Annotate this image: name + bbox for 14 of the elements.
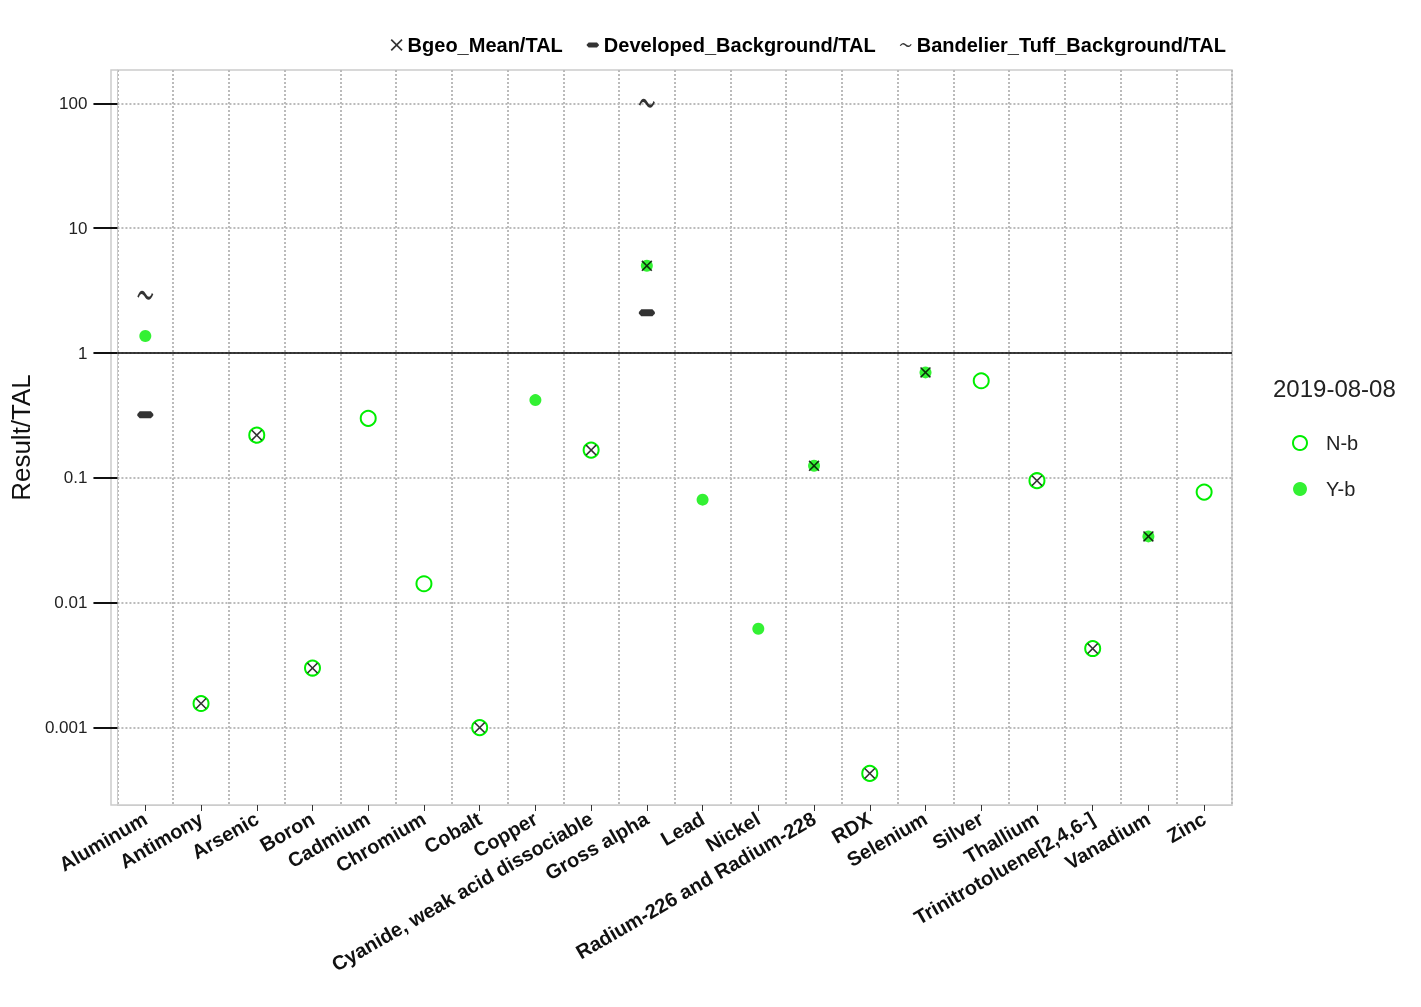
y-tick-label: 100	[59, 93, 88, 113]
legend-label: Y-b	[1326, 478, 1356, 500]
legend-label: Bandelier_Tuff_Background/TAL	[916, 34, 1227, 56]
legend-label: N-b	[1326, 432, 1359, 454]
y-tick-label: 0.1	[63, 468, 88, 488]
y-tick-label: 0.001	[44, 718, 88, 738]
y-axis-title: Result/TAL	[6, 374, 36, 501]
legend-title: 2019-08-08	[1273, 374, 1396, 402]
legend-label: Bgeo_Mean/TAL	[407, 34, 563, 56]
legend-label: Developed_Background/TAL	[603, 34, 876, 56]
y-tick-label: 1	[77, 343, 88, 363]
y-tick-label: 0.01	[54, 593, 88, 613]
x-tick-label: Zinc	[1163, 807, 1210, 848]
y-tick-label: 10	[68, 218, 88, 238]
